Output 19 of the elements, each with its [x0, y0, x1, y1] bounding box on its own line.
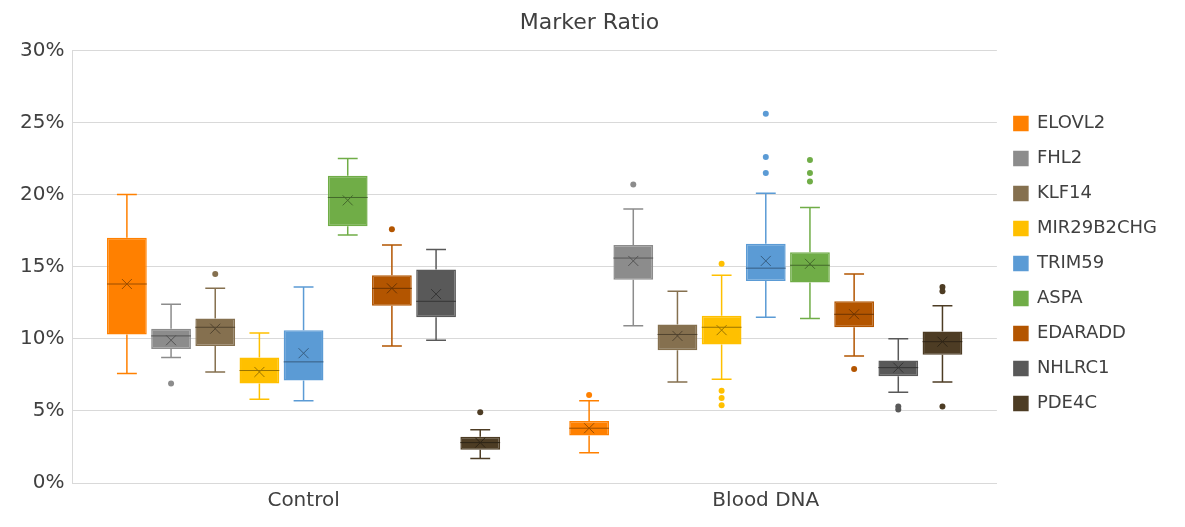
- y-tick-label: 10%: [20, 325, 65, 349]
- y-tick-label: 30%: [20, 36, 65, 61]
- legend-label: TRIM59: [1035, 251, 1105, 273]
- legend-label: ELOVL2: [1036, 111, 1106, 133]
- legend-label: NHLRC1: [1036, 356, 1110, 378]
- x-tick-label: Control: [267, 487, 340, 512]
- y-tick-label: 5%: [32, 397, 65, 422]
- y-tick-label: 20%: [20, 180, 65, 205]
- legend-label: FHL2: [1036, 146, 1083, 168]
- y-tick-label: 0%: [32, 469, 65, 494]
- legend-label: MIR29B2CHG: [1036, 216, 1158, 238]
- legend-label: ASPA: [1036, 286, 1084, 308]
- x-tick-label: Blood DNA: [712, 487, 820, 512]
- legend-label: KLF14: [1036, 181, 1092, 203]
- chart-title: Marker Ratio: [519, 8, 660, 34]
- legend-label: EDARADD: [1036, 321, 1126, 343]
- y-tick-label: 25%: [20, 108, 65, 133]
- legend-label: PDE4C: [1036, 391, 1098, 413]
- y-tick-label: 15%: [20, 252, 65, 277]
